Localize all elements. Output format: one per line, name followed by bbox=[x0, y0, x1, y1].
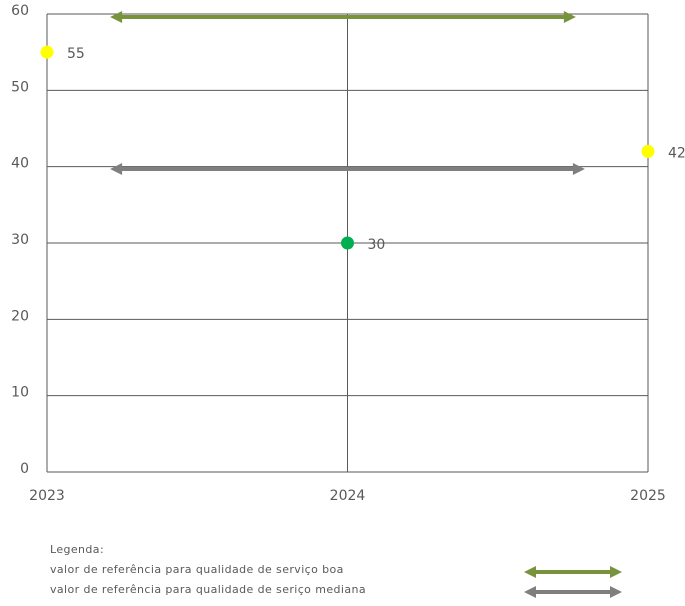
arrow-head bbox=[610, 566, 622, 578]
data-label: 30 bbox=[368, 237, 386, 253]
y-tick-label: 60 bbox=[11, 3, 29, 19]
arrow-head bbox=[563, 11, 576, 24]
y-tick-label: 40 bbox=[11, 156, 29, 172]
legend-label: valor de referência para qualidade de se… bbox=[50, 563, 344, 576]
arrow-head bbox=[110, 11, 123, 24]
y-tick-label: 20 bbox=[11, 308, 29, 324]
x-tick-label: 2023 bbox=[29, 488, 65, 504]
point bbox=[641, 144, 655, 158]
arrow-head bbox=[110, 162, 123, 175]
y-tick-label: 0 bbox=[20, 461, 29, 477]
arrow-head bbox=[572, 162, 585, 175]
legend-label: valor de referência para qualidade de se… bbox=[50, 583, 366, 596]
legend-title: Legenda: bbox=[50, 543, 104, 556]
arrow-head bbox=[524, 566, 536, 578]
x-tick-label: 2024 bbox=[330, 488, 366, 504]
x-tick-label: 2025 bbox=[630, 488, 666, 504]
y-tick-label: 30 bbox=[11, 232, 29, 248]
data-label: 42 bbox=[668, 145, 685, 161]
point bbox=[341, 236, 354, 250]
arrow-head bbox=[610, 586, 622, 598]
arrow-head bbox=[524, 586, 536, 598]
point bbox=[40, 45, 54, 59]
y-tick-label: 10 bbox=[11, 385, 29, 401]
data-label: 55 bbox=[67, 46, 85, 62]
y-tick-label: 50 bbox=[11, 79, 29, 95]
